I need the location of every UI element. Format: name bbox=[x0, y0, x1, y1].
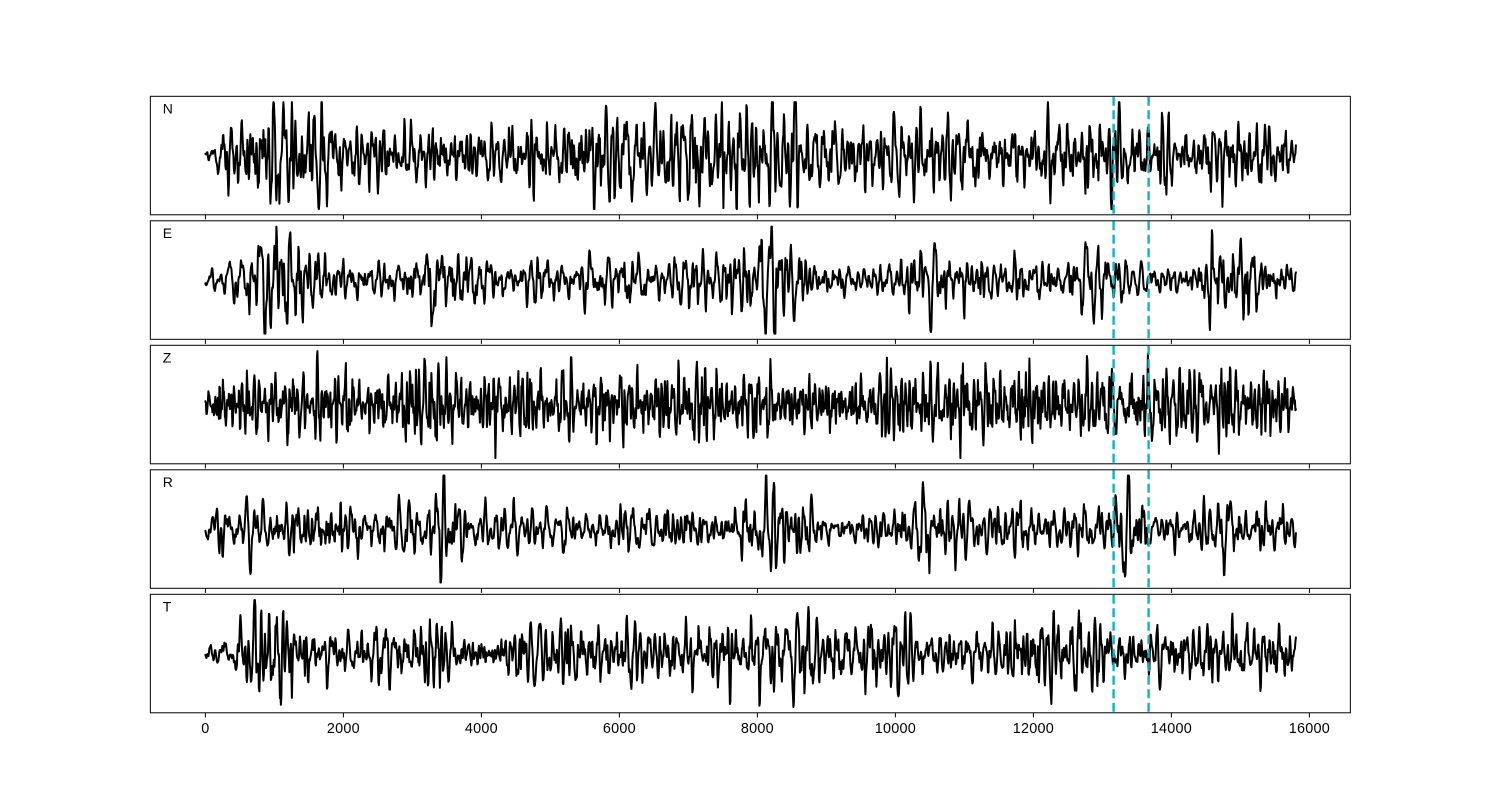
svg-text:N: N bbox=[163, 100, 173, 116]
svg-text:8000: 8000 bbox=[741, 721, 774, 737]
svg-text:4000: 4000 bbox=[465, 721, 498, 737]
svg-text:2000: 2000 bbox=[327, 721, 360, 737]
svg-text:T: T bbox=[163, 598, 172, 614]
svg-text:E: E bbox=[163, 225, 172, 241]
svg-text:R: R bbox=[163, 474, 173, 490]
svg-text:10000: 10000 bbox=[875, 721, 916, 737]
svg-text:16000: 16000 bbox=[1289, 721, 1330, 737]
svg-text:12000: 12000 bbox=[1013, 721, 1054, 737]
svg-text:Z: Z bbox=[163, 349, 172, 365]
svg-text:0: 0 bbox=[201, 721, 209, 737]
svg-text:14000: 14000 bbox=[1151, 721, 1192, 737]
svg-text:6000: 6000 bbox=[603, 721, 636, 737]
